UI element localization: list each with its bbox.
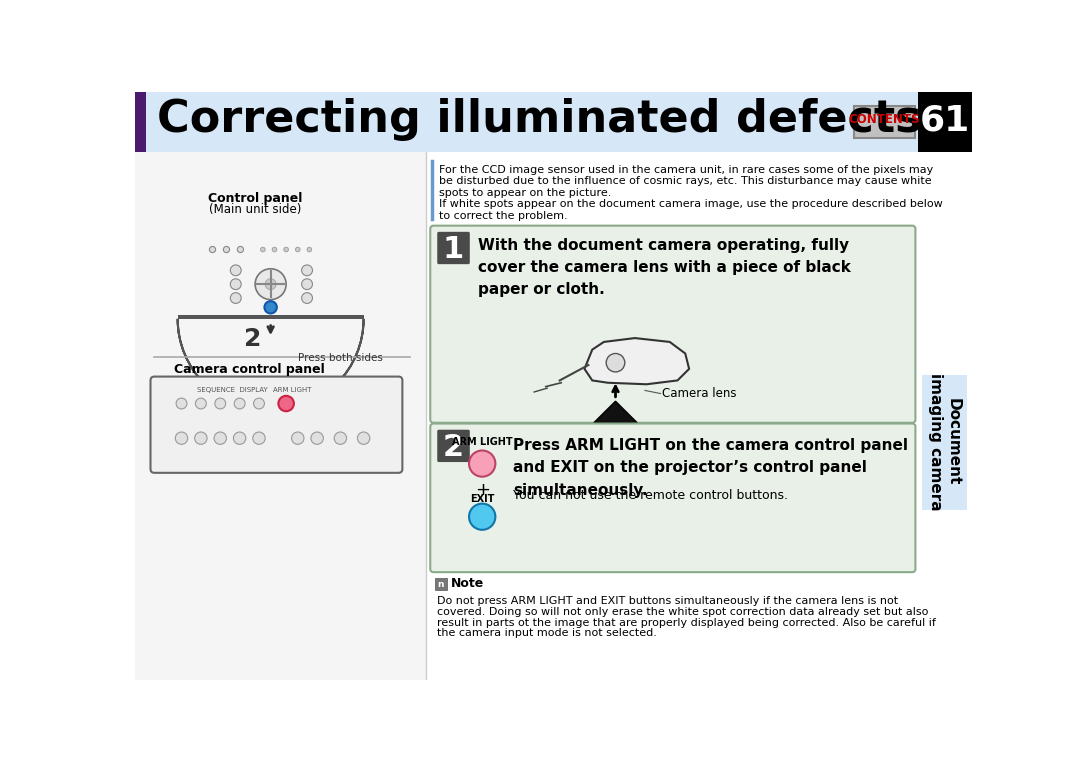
Circle shape xyxy=(195,398,206,409)
Circle shape xyxy=(233,432,246,445)
Circle shape xyxy=(254,398,265,409)
Circle shape xyxy=(301,279,312,290)
Text: If white spots appear on the document camera image, use the procedure described : If white spots appear on the document ca… xyxy=(438,199,943,209)
FancyBboxPatch shape xyxy=(135,92,972,152)
Text: EXIT: EXIT xyxy=(470,494,495,503)
Circle shape xyxy=(311,432,323,445)
Text: 61: 61 xyxy=(920,103,970,138)
Text: Document
imaging camera: Document imaging camera xyxy=(928,374,960,511)
Text: result in parts ot the image that are properly displayed being corrected. Also b: result in parts ot the image that are pr… xyxy=(437,617,936,627)
Polygon shape xyxy=(584,338,689,384)
Text: (Main unit side): (Main unit side) xyxy=(208,202,301,215)
Text: Note: Note xyxy=(450,578,484,591)
Circle shape xyxy=(230,279,241,290)
Circle shape xyxy=(357,432,369,445)
Circle shape xyxy=(255,269,286,299)
Circle shape xyxy=(265,301,276,313)
Circle shape xyxy=(230,265,241,276)
Circle shape xyxy=(272,248,276,252)
Text: Correcting illuminated defects: Correcting illuminated defects xyxy=(157,98,921,141)
Circle shape xyxy=(224,247,230,253)
Text: Control panel: Control panel xyxy=(208,192,302,205)
Text: spots to appear on the picture.: spots to appear on the picture. xyxy=(438,188,611,198)
Text: SEQUENCE  DISPLAY: SEQUENCE DISPLAY xyxy=(197,387,268,393)
FancyBboxPatch shape xyxy=(437,429,470,462)
Circle shape xyxy=(234,398,245,409)
Circle shape xyxy=(469,451,496,477)
Text: 2: 2 xyxy=(243,327,261,351)
Text: Camera lens: Camera lens xyxy=(662,387,737,400)
FancyBboxPatch shape xyxy=(150,377,403,473)
Polygon shape xyxy=(594,401,637,445)
FancyBboxPatch shape xyxy=(430,225,916,422)
Text: +: + xyxy=(475,481,489,499)
Circle shape xyxy=(238,247,243,253)
FancyBboxPatch shape xyxy=(430,423,916,572)
Text: n: n xyxy=(437,580,444,588)
Circle shape xyxy=(210,247,216,253)
Text: ARM LIGHT: ARM LIGHT xyxy=(273,387,311,393)
Text: Do not press ARM LIGHT and EXIT buttons simultaneously if the camera lens is not: Do not press ARM LIGHT and EXIT buttons … xyxy=(437,596,899,606)
Text: the camera input mode is not selected.: the camera input mode is not selected. xyxy=(437,628,657,639)
Text: covered. Doing so will not only erase the white spot correction data already set: covered. Doing so will not only erase th… xyxy=(437,607,929,617)
Circle shape xyxy=(175,432,188,445)
Text: ARM LIGHT: ARM LIGHT xyxy=(451,438,513,448)
Text: to correct the problem.: to correct the problem. xyxy=(438,211,567,221)
Text: You can not use the remote control buttons.: You can not use the remote control butto… xyxy=(513,489,788,502)
FancyBboxPatch shape xyxy=(437,231,470,264)
FancyBboxPatch shape xyxy=(854,105,915,138)
Circle shape xyxy=(469,503,496,529)
Circle shape xyxy=(279,396,294,411)
Text: For the CCD image sensor used in the camera unit, in rare cases some of the pixe: For the CCD image sensor used in the cam… xyxy=(438,165,933,175)
FancyBboxPatch shape xyxy=(921,375,967,510)
Circle shape xyxy=(296,248,300,252)
Text: With the document camera operating, fully
cover the camera lens with a piece of : With the document camera operating, full… xyxy=(477,238,850,297)
Text: CONTENTS: CONTENTS xyxy=(849,113,920,126)
Text: 1: 1 xyxy=(443,235,464,264)
Circle shape xyxy=(301,293,312,303)
Circle shape xyxy=(301,265,312,276)
FancyBboxPatch shape xyxy=(177,315,364,319)
Circle shape xyxy=(260,248,266,252)
Circle shape xyxy=(606,354,625,372)
Circle shape xyxy=(194,432,207,445)
Text: Press ARM LIGHT on the camera control panel
and EXIT on the projector’s control : Press ARM LIGHT on the camera control pa… xyxy=(513,439,908,497)
Circle shape xyxy=(253,432,266,445)
Circle shape xyxy=(214,432,227,445)
Circle shape xyxy=(266,279,276,290)
Text: be disturbed due to the influence of cosmic rays, etc. This disturbance may caus: be disturbed due to the influence of cos… xyxy=(438,176,931,186)
Circle shape xyxy=(284,248,288,252)
FancyBboxPatch shape xyxy=(918,92,972,152)
Circle shape xyxy=(292,432,303,445)
Circle shape xyxy=(230,293,241,303)
FancyBboxPatch shape xyxy=(135,92,146,152)
FancyBboxPatch shape xyxy=(435,578,446,590)
Circle shape xyxy=(307,248,312,252)
Text: 2: 2 xyxy=(443,433,464,462)
Text: Press both sides: Press both sides xyxy=(298,353,382,363)
Circle shape xyxy=(215,398,226,409)
FancyBboxPatch shape xyxy=(135,152,426,680)
Text: Camera control panel: Camera control panel xyxy=(174,363,324,376)
Circle shape xyxy=(176,398,187,409)
Circle shape xyxy=(334,432,347,445)
